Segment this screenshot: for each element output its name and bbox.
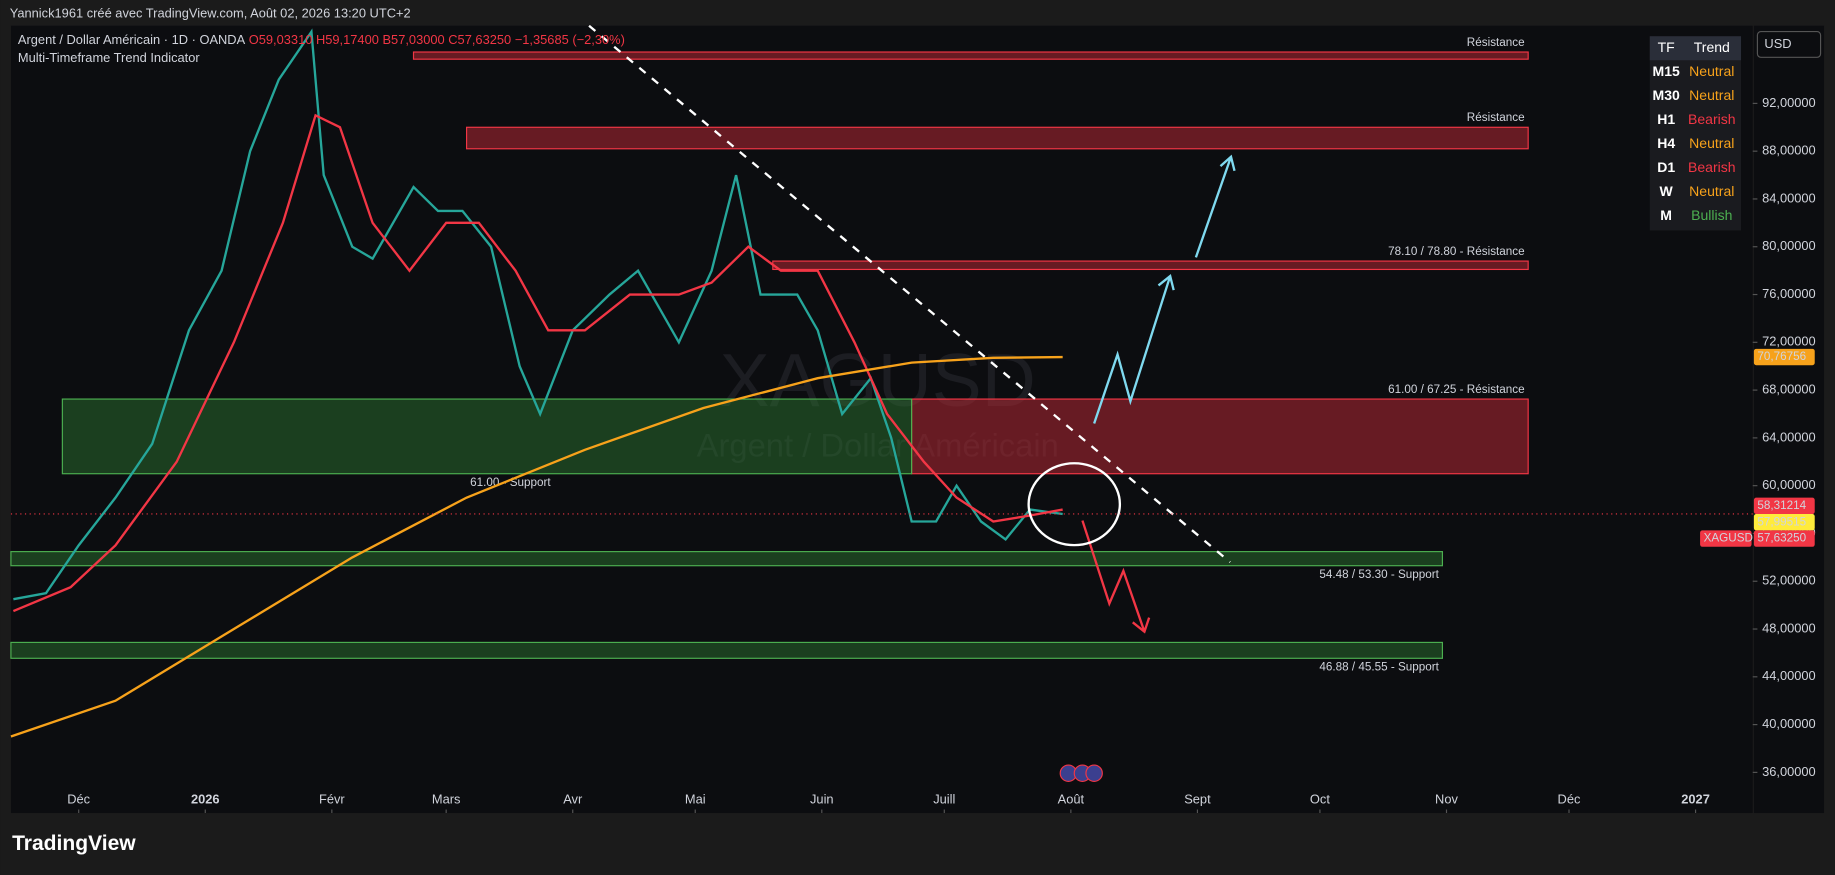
x-tick-label: 2027	[1681, 792, 1710, 807]
price-line	[13, 28, 1063, 601]
price-label-box	[1753, 514, 1815, 531]
table-tf: W	[1660, 183, 1674, 199]
y-tick-label: 92,00000	[1762, 95, 1816, 110]
y-tick-label: 48,00000	[1762, 620, 1816, 635]
table-tf: D1	[1657, 159, 1675, 175]
table-trend: Neutral	[1689, 63, 1734, 79]
zone	[61, 398, 913, 475]
table-trend: Neutral	[1689, 87, 1734, 103]
table-trend: Bearish	[1688, 111, 1736, 127]
y-tick-label: 36,00000	[1762, 764, 1816, 779]
x-tick-label: Juill	[933, 792, 955, 807]
symbol-label-box	[1700, 530, 1752, 547]
zone	[10, 551, 1444, 567]
zone-label: 61.00 - Support	[470, 476, 551, 489]
price-line	[10, 355, 1063, 738]
x-tick-label: Déc	[67, 792, 90, 807]
x-tick-label: Févr	[319, 792, 345, 807]
x-tick-label: Nov	[1435, 792, 1458, 807]
y-tick-label: 44,00000	[1762, 668, 1816, 683]
bullish-arrow	[1093, 154, 1236, 424]
table-tf: M	[1660, 207, 1672, 223]
brand[interactable]: TradingView	[12, 832, 136, 855]
price-label-box	[1753, 497, 1815, 515]
price-line	[12, 113, 1063, 613]
x-tick-label: Mai	[685, 792, 706, 807]
table-header: TF	[1658, 39, 1675, 55]
x-tick-label: Déc	[1558, 792, 1581, 807]
price-label: 57,99515	[1757, 515, 1806, 528]
zone	[412, 51, 1529, 60]
y-tick-label: 88,00000	[1762, 143, 1816, 158]
zone-label: 46.88 / 45.55 - Support	[1319, 661, 1439, 674]
y-tick-label: 52,00000	[1762, 573, 1816, 588]
table-trend: Bearish	[1688, 159, 1736, 175]
indicator-name: Multi-Timeframe Trend Indicator	[18, 50, 200, 65]
symbol-label: XAGUSD	[1704, 532, 1753, 545]
x-tick-label: Juin	[810, 792, 834, 807]
currency-box[interactable]	[1756, 30, 1822, 58]
price-label-box	[1753, 348, 1815, 366]
zone-label: Résistance	[1467, 111, 1525, 124]
table-tf: M30	[1653, 87, 1680, 103]
table-trend: Neutral	[1689, 183, 1734, 199]
y-tick-label: 80,00000	[1762, 238, 1816, 253]
table-tf: H1	[1657, 111, 1675, 127]
zone	[465, 126, 1529, 150]
table-header: Trend	[1694, 39, 1730, 55]
x-tick-label: Mars	[432, 792, 461, 807]
zone-label: 54.48 / 53.30 - Support	[1319, 568, 1439, 581]
y-tick-label: 40,00000	[1762, 716, 1816, 731]
table-tf: H4	[1657, 135, 1675, 151]
price-axis	[1753, 25, 1825, 814]
y-tick-label: 72,00000	[1762, 334, 1816, 349]
zone	[772, 260, 1529, 271]
table-trend: Bullish	[1691, 207, 1732, 223]
y-tick-label: 60,00000	[1762, 477, 1816, 492]
x-tick-label: 2026	[191, 792, 220, 807]
y-tick-label: 84,00000	[1762, 190, 1816, 205]
trend-table	[1649, 36, 1742, 231]
bearish-arrow	[1081, 520, 1151, 634]
event-icons[interactable]	[1059, 764, 1103, 783]
highlight-circle	[1027, 462, 1122, 547]
zone-label: Résistance	[1467, 36, 1525, 49]
legend: Argent / Dollar Américain · 1D · OANDA O…	[18, 32, 625, 47]
price-label: 57,63250	[1757, 532, 1806, 545]
y-tick-label: 68,00000	[1762, 381, 1816, 396]
header: Yannick1961 créé avec TradingView.com, A…	[10, 5, 411, 20]
currency[interactable]: USD	[1764, 36, 1791, 51]
zone	[911, 398, 1529, 475]
x-tick-label: Sept	[1184, 792, 1211, 807]
table-tf: M15	[1653, 63, 1680, 79]
table-trend: Neutral	[1689, 135, 1734, 151]
y-tick-label: 76,00000	[1762, 286, 1816, 301]
x-tick-label: Août	[1058, 792, 1085, 807]
x-tick-label: Avr	[563, 792, 583, 807]
price-label: 58,31214	[1757, 499, 1806, 512]
x-tick-label: Oct	[1310, 792, 1330, 807]
y-tick-label: 64,00000	[1762, 429, 1816, 444]
zone-label: 61.00 / 67.25 - Résistance	[1388, 383, 1524, 396]
zone-label: 78.10 / 78.80 - Résistance	[1388, 245, 1524, 258]
price-label: 70,76756	[1757, 350, 1806, 363]
price-label-box	[1753, 530, 1815, 547]
zone	[10, 641, 1444, 659]
trend-table-header	[1649, 36, 1742, 61]
